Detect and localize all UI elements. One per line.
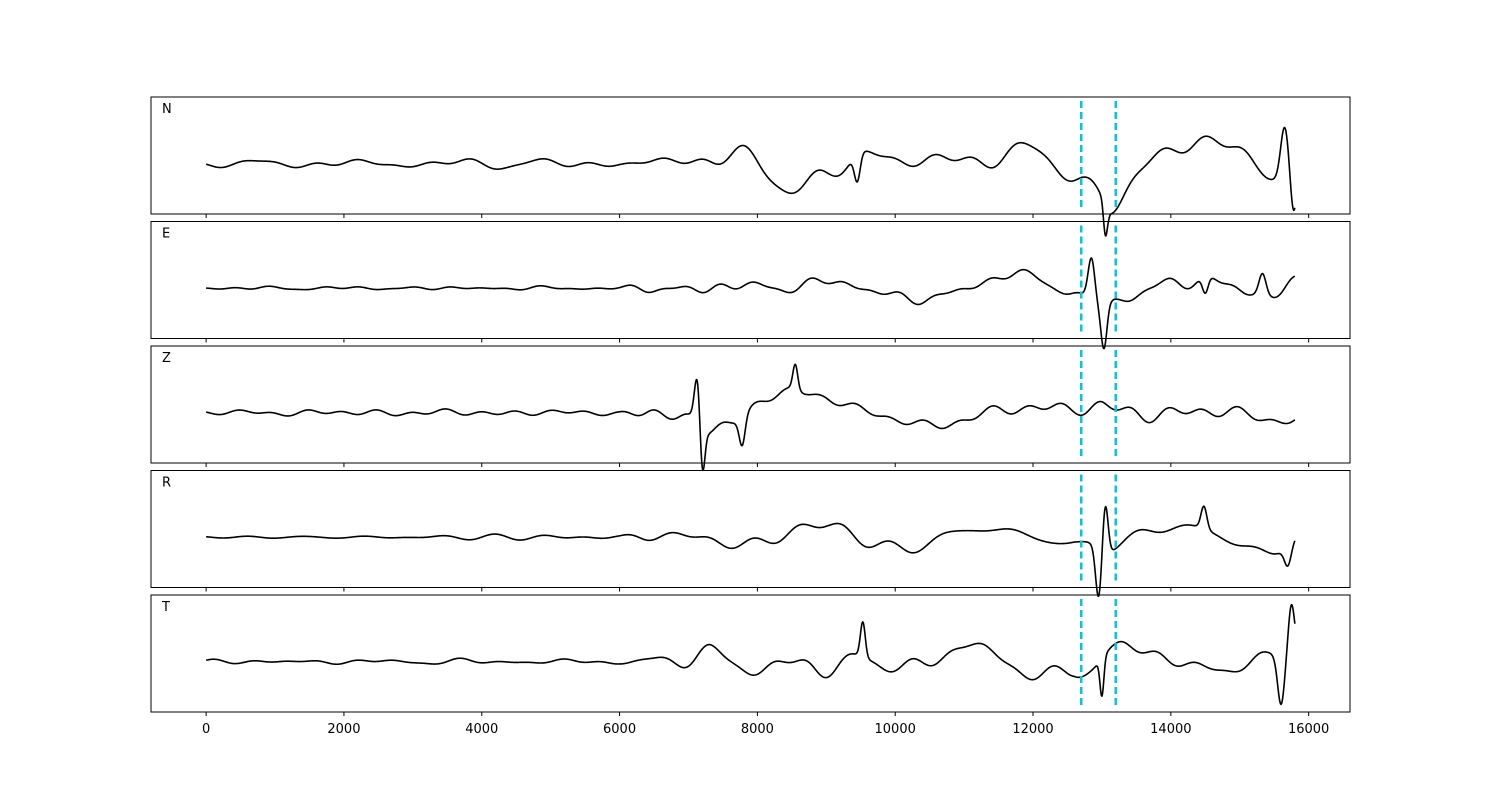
panels-group: N E Z R T — [150, 96, 1351, 716]
panel-label: R — [162, 476, 171, 491]
panel-label: Z — [162, 351, 171, 366]
x-tick-label: 6000 — [603, 722, 636, 737]
trace-n — [205, 126, 1296, 237]
x-tick-label: 2000 — [327, 722, 360, 737]
panel-frame — [150, 594, 1351, 713]
x-tick-label: 4000 — [465, 722, 498, 737]
panel-t: T — [150, 594, 1351, 716]
panel-e: E — [150, 221, 1351, 350]
panel-z: Z — [150, 345, 1351, 472]
x-axis: 0 2000 4000 6000 8000 10000 12000 14000 16000 — [202, 722, 1329, 737]
panel-frame — [150, 96, 1351, 215]
panel-label: N — [162, 102, 172, 117]
panel-frame — [150, 470, 1351, 588]
panel-r: R — [150, 470, 1351, 597]
trace-z — [205, 363, 1296, 472]
panel-label: T — [161, 600, 170, 615]
panel-n: N — [150, 96, 1351, 237]
panel-frame — [150, 345, 1351, 464]
x-tick-label: 0 — [202, 722, 210, 737]
x-tick-label: 8000 — [741, 722, 774, 737]
trace-r — [205, 505, 1296, 597]
x-tick-label: 16000 — [1288, 722, 1329, 737]
trace-e — [205, 257, 1296, 350]
trace-t — [205, 603, 1296, 706]
x-tick-label: 10000 — [875, 722, 916, 737]
panel-label: E — [162, 227, 170, 242]
x-tick-label: 12000 — [1012, 722, 1053, 737]
x-tick-label: 14000 — [1150, 722, 1191, 737]
panel-frame — [150, 221, 1351, 339]
